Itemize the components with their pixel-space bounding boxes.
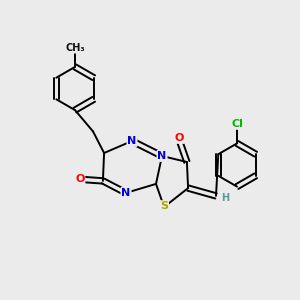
Text: N: N xyxy=(122,188,130,198)
Text: O: O xyxy=(75,174,85,184)
Text: N: N xyxy=(158,151,166,161)
Text: H: H xyxy=(221,193,230,203)
Text: CH₃: CH₃ xyxy=(65,43,85,53)
Text: Cl: Cl xyxy=(231,119,243,129)
Text: S: S xyxy=(160,201,168,211)
Text: N: N xyxy=(128,136,136,146)
Text: O: O xyxy=(175,133,184,143)
